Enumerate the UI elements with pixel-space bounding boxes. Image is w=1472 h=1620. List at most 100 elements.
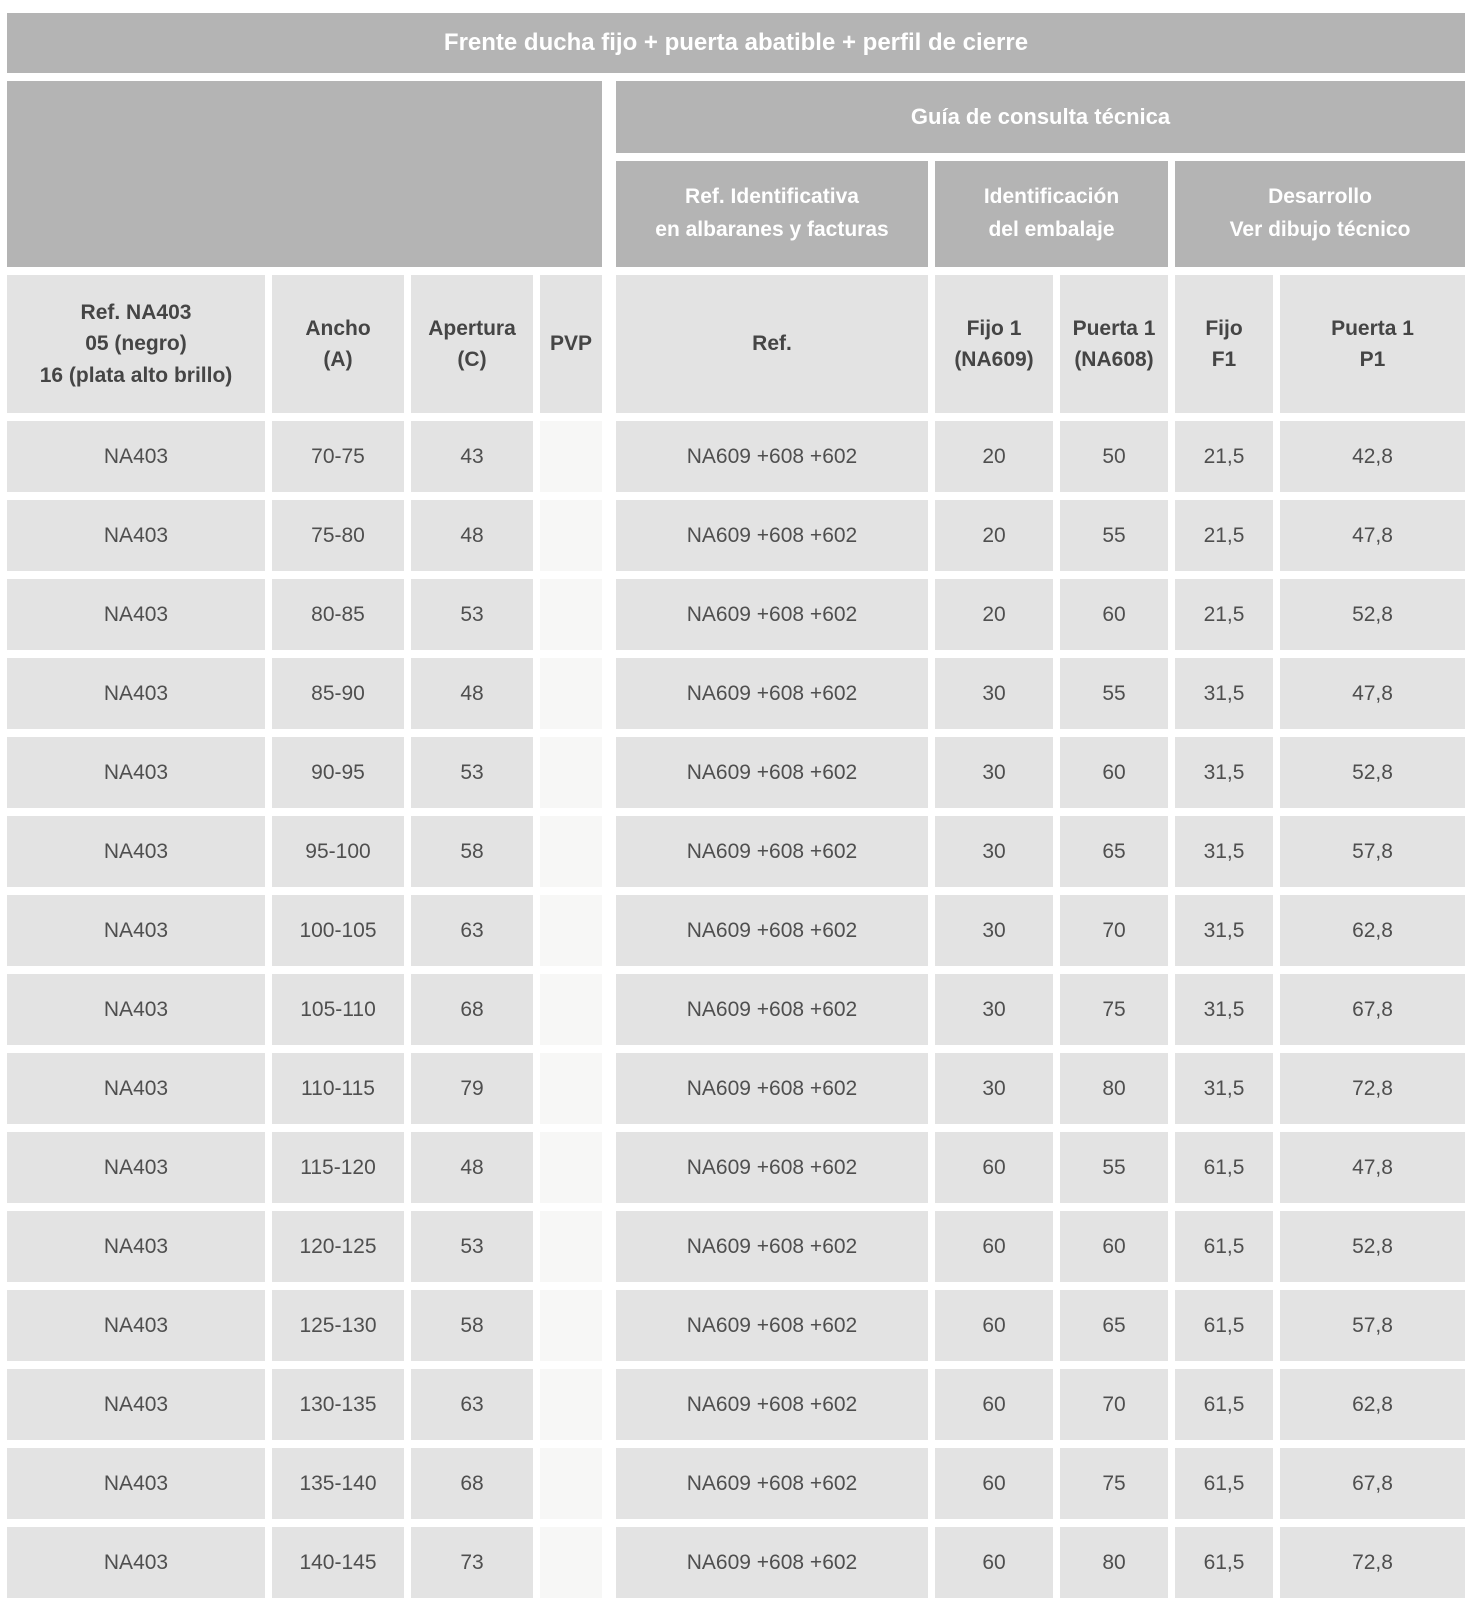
cell-pvp bbox=[540, 1448, 602, 1519]
cell-puerta1-p1: 67,8 bbox=[1280, 974, 1465, 1045]
column-header-puerta1-p1: Puerta 1 P1 bbox=[1280, 275, 1465, 413]
cell-puerta1-p1: 52,8 bbox=[1280, 579, 1465, 650]
cell-apertura: 48 bbox=[411, 500, 533, 571]
cell-pvp bbox=[540, 1053, 602, 1124]
cell-fijo-f1: 61,5 bbox=[1175, 1527, 1273, 1598]
cell-ref-combo: NA609 +608 +602 bbox=[616, 895, 928, 966]
cell-ref-model: NA403 bbox=[7, 579, 265, 650]
cell-pvp bbox=[540, 1527, 602, 1598]
cell-ancho: 100-105 bbox=[272, 895, 404, 966]
cell-ref-model: NA403 bbox=[7, 1527, 265, 1598]
cell-ancho: 135-140 bbox=[272, 1448, 404, 1519]
cell-pvp bbox=[540, 895, 602, 966]
cell-apertura: 53 bbox=[411, 737, 533, 808]
cell-puerta1-p1: 72,8 bbox=[1280, 1527, 1465, 1598]
cell-puerta1-qty: 55 bbox=[1060, 658, 1168, 729]
cell-ancho: 75-80 bbox=[272, 500, 404, 571]
cell-ref-model: NA403 bbox=[7, 1448, 265, 1519]
header-blank-cell bbox=[7, 81, 602, 267]
cell-fijo-f1: 31,5 bbox=[1175, 1053, 1273, 1124]
column-header-fijo-f1: Fijo F1 bbox=[1175, 275, 1273, 413]
cell-fijo1-qty: 20 bbox=[935, 579, 1053, 650]
cell-ref-combo: NA609 +608 +602 bbox=[616, 1290, 928, 1361]
cell-pvp bbox=[540, 1369, 602, 1440]
cell-fijo-f1: 31,5 bbox=[1175, 974, 1273, 1045]
cell-puerta1-qty: 55 bbox=[1060, 500, 1168, 571]
cell-pvp bbox=[540, 737, 602, 808]
cell-ref-combo: NA609 +608 +602 bbox=[616, 1527, 928, 1598]
cell-ref-model: NA403 bbox=[7, 421, 265, 492]
cell-puerta1-qty: 80 bbox=[1060, 1527, 1168, 1598]
cell-apertura: 63 bbox=[411, 1369, 533, 1440]
column-header-pvp: PVP bbox=[540, 275, 602, 413]
cell-apertura: 68 bbox=[411, 1448, 533, 1519]
cell-apertura: 53 bbox=[411, 579, 533, 650]
group-header-desarrollo: Desarrollo Ver dibujo técnico bbox=[1175, 161, 1465, 267]
cell-ref-combo: NA609 +608 +602 bbox=[616, 500, 928, 571]
cell-ancho: 140-145 bbox=[272, 1527, 404, 1598]
cell-puerta1-p1: 47,8 bbox=[1280, 1132, 1465, 1203]
cell-ref-model: NA403 bbox=[7, 737, 265, 808]
group-header-identificacion-embalaje: Identificación del embalaje bbox=[935, 161, 1168, 267]
cell-fijo-f1: 61,5 bbox=[1175, 1369, 1273, 1440]
cell-fijo1-qty: 30 bbox=[935, 895, 1053, 966]
cell-ref-combo: NA609 +608 +602 bbox=[616, 1369, 928, 1440]
cell-puerta1-qty: 60 bbox=[1060, 1211, 1168, 1282]
group-header-ref-identificativa: Ref. Identificativa en albaranes y factu… bbox=[616, 161, 928, 267]
cell-puerta1-qty: 70 bbox=[1060, 1369, 1168, 1440]
column-header-puerta1: Puerta 1 (NA608) bbox=[1060, 275, 1168, 413]
cell-fijo1-qty: 30 bbox=[935, 1053, 1053, 1124]
cell-pvp bbox=[540, 579, 602, 650]
column-header-apertura: Apertura (C) bbox=[411, 275, 533, 413]
cell-ref-combo: NA609 +608 +602 bbox=[616, 974, 928, 1045]
cell-apertura: 58 bbox=[411, 816, 533, 887]
cell-ancho: 105-110 bbox=[272, 974, 404, 1045]
cell-ref-combo: NA609 +608 +602 bbox=[616, 1132, 928, 1203]
cell-pvp bbox=[540, 500, 602, 571]
cell-apertura: 63 bbox=[411, 895, 533, 966]
cell-fijo1-qty: 20 bbox=[935, 421, 1053, 492]
column-header-ref-model: Ref. NA403 05 (negro) 16 (plata alto bri… bbox=[7, 275, 265, 413]
cell-ref-model: NA403 bbox=[7, 974, 265, 1045]
cell-ref-model: NA403 bbox=[7, 658, 265, 729]
cell-ref-combo: NA609 +608 +602 bbox=[616, 421, 928, 492]
cell-ancho: 90-95 bbox=[272, 737, 404, 808]
cell-fijo1-qty: 60 bbox=[935, 1448, 1053, 1519]
cell-ref-model: NA403 bbox=[7, 1290, 265, 1361]
cell-puerta1-p1: 62,8 bbox=[1280, 895, 1465, 966]
cell-pvp bbox=[540, 974, 602, 1045]
cell-puerta1-qty: 75 bbox=[1060, 1448, 1168, 1519]
cell-ancho: 70-75 bbox=[272, 421, 404, 492]
cell-apertura: 73 bbox=[411, 1527, 533, 1598]
cell-puerta1-qty: 55 bbox=[1060, 1132, 1168, 1203]
cell-puerta1-qty: 60 bbox=[1060, 737, 1168, 808]
cell-ref-combo: NA609 +608 +602 bbox=[616, 816, 928, 887]
cell-fijo-f1: 21,5 bbox=[1175, 500, 1273, 571]
cell-puerta1-p1: 52,8 bbox=[1280, 737, 1465, 808]
cell-ref-combo: NA609 +608 +602 bbox=[616, 737, 928, 808]
cell-fijo1-qty: 30 bbox=[935, 816, 1053, 887]
cell-fijo1-qty: 60 bbox=[935, 1132, 1053, 1203]
cell-puerta1-p1: 47,8 bbox=[1280, 658, 1465, 729]
technical-guide-header: Guía de consulta técnica bbox=[616, 81, 1465, 153]
cell-ancho: 85-90 bbox=[272, 658, 404, 729]
cell-ref-combo: NA609 +608 +602 bbox=[616, 1053, 928, 1124]
cell-ref-combo: NA609 +608 +602 bbox=[616, 1211, 928, 1282]
cell-ref-model: NA403 bbox=[7, 1053, 265, 1124]
cell-fijo-f1: 31,5 bbox=[1175, 737, 1273, 808]
cell-puerta1-qty: 50 bbox=[1060, 421, 1168, 492]
cell-puerta1-qty: 75 bbox=[1060, 974, 1168, 1045]
cell-pvp bbox=[540, 1132, 602, 1203]
cell-pvp bbox=[540, 658, 602, 729]
cell-fijo-f1: 21,5 bbox=[1175, 579, 1273, 650]
cell-ancho: 95-100 bbox=[272, 816, 404, 887]
cell-pvp bbox=[540, 1211, 602, 1282]
cell-ref-combo: NA609 +608 +602 bbox=[616, 658, 928, 729]
column-header-ancho: Ancho (A) bbox=[272, 275, 404, 413]
cell-fijo-f1: 21,5 bbox=[1175, 421, 1273, 492]
cell-pvp bbox=[540, 816, 602, 887]
cell-puerta1-p1: 72,8 bbox=[1280, 1053, 1465, 1124]
cell-apertura: 43 bbox=[411, 421, 533, 492]
cell-ancho: 125-130 bbox=[272, 1290, 404, 1361]
cell-ancho: 130-135 bbox=[272, 1369, 404, 1440]
